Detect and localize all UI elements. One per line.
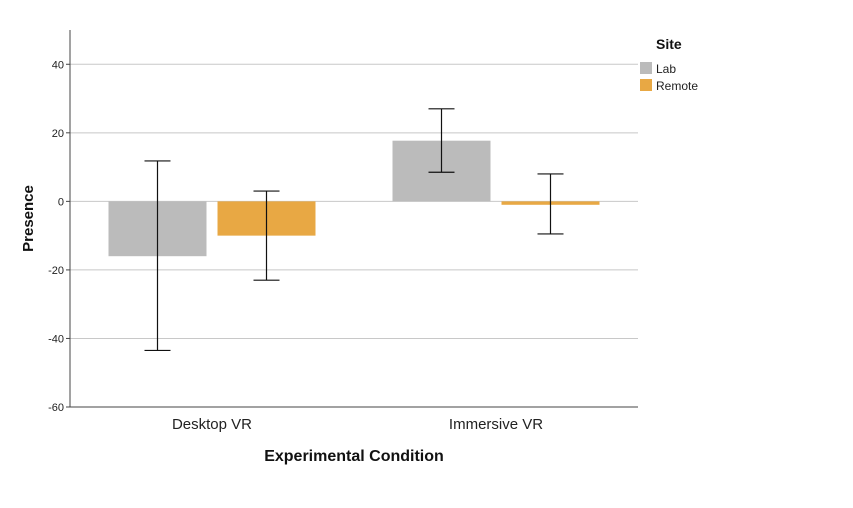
x-axis-title: Experimental Condition bbox=[264, 448, 444, 465]
bars bbox=[108, 140, 600, 257]
y-tick-label: 40 bbox=[52, 59, 64, 71]
x-tick-labels: Desktop VR Immersive VR bbox=[172, 416, 543, 433]
y-tick-label: 20 bbox=[52, 128, 64, 140]
y-tick-labels: -60 -40 -20 0 20 40 bbox=[48, 59, 64, 414]
legend-label-lab: Lab bbox=[656, 62, 676, 76]
legend-items: Lab Remote bbox=[640, 62, 698, 93]
y-tick-label: -20 bbox=[48, 265, 64, 277]
legend-swatch-lab bbox=[640, 62, 652, 74]
legend: Site Lab Remote bbox=[640, 36, 698, 93]
y-axis-title: Presence bbox=[20, 185, 37, 252]
legend-label-remote: Remote bbox=[656, 79, 698, 93]
x-tick-label: Desktop VR bbox=[172, 416, 252, 433]
legend-title: Site bbox=[656, 36, 682, 52]
y-tick-label: -60 bbox=[48, 402, 64, 414]
x-tick-label: Immersive VR bbox=[449, 416, 543, 433]
axes bbox=[69, 30, 638, 408]
y-tick-label: 0 bbox=[58, 196, 64, 208]
error-bars bbox=[144, 108, 564, 352]
y-tick-label: -40 bbox=[48, 333, 64, 345]
legend-swatch-remote bbox=[640, 79, 652, 91]
